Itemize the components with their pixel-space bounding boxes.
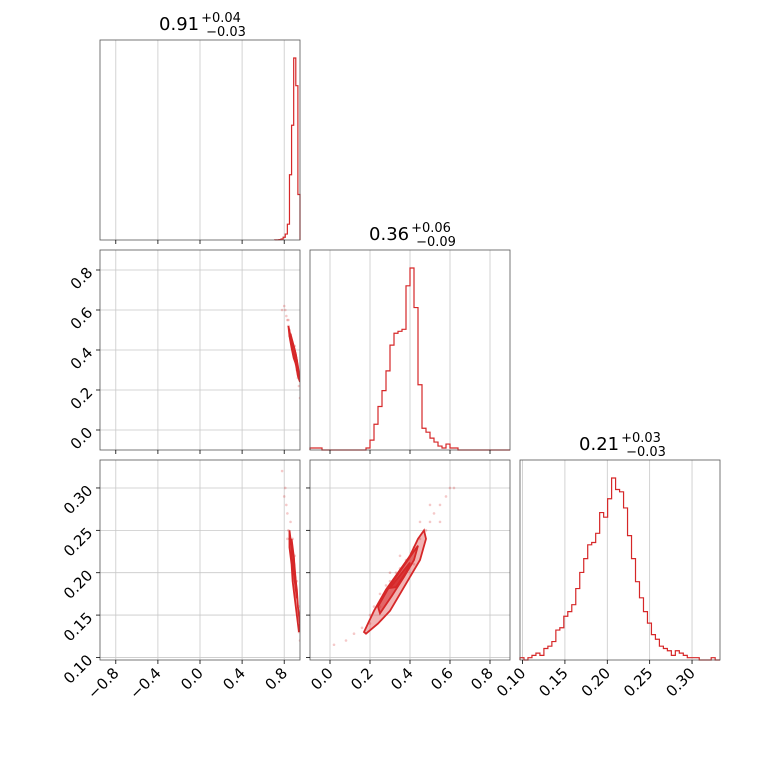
sample-point: [344, 639, 348, 642]
x-tick-label: 0.0: [307, 664, 337, 694]
sample-point: [282, 304, 286, 308]
gridlines: [100, 250, 300, 450]
panel-frame: [519, 459, 721, 661]
gridlines: [100, 460, 300, 660]
sample-point: [285, 314, 288, 318]
y-tick-label: 0.0: [67, 424, 97, 454]
title-minus: −0.03: [626, 445, 666, 460]
sample-point: [287, 318, 290, 322]
sample-point: [352, 632, 356, 636]
sample-point: [428, 503, 432, 507]
sample-point: [378, 592, 382, 596]
sample-point: [452, 486, 456, 490]
sample-point: [332, 643, 336, 647]
sample-point: [424, 529, 428, 532]
x-tick-label: 0.20: [578, 664, 614, 700]
sample-point: [428, 520, 432, 524]
y-tick-label: 0.8: [67, 264, 97, 294]
sample-point: [438, 503, 442, 507]
y-tick-label: 0.30: [60, 482, 96, 518]
sample-point: [368, 613, 372, 617]
x-tick-label: 0.8: [261, 664, 291, 694]
sample-point: [280, 308, 284, 312]
sample-point: [418, 520, 422, 524]
title-minus: −0.03: [206, 25, 246, 40]
sample-point: [398, 554, 402, 558]
sample-point: [286, 318, 289, 322]
density-contour: [289, 333, 299, 371]
title-param-0: 0.91 +0.04 −0.03: [159, 11, 246, 40]
y-tick-label: 0.4: [67, 344, 97, 374]
title-minus: −0.09: [416, 235, 456, 250]
sample-point: [432, 512, 436, 515]
sample-point: [448, 486, 452, 490]
density-contour: [290, 538, 298, 599]
title-median: 0.91: [159, 14, 199, 35]
x-tick-label: 0.8: [467, 664, 497, 694]
sample-point: [283, 308, 287, 312]
joint-panel-0-2: [280, 469, 300, 642]
title-plus: +0.04: [201, 11, 241, 26]
sample-point: [384, 584, 388, 587]
sample-point: [286, 512, 289, 515]
sample-point: [285, 503, 288, 507]
y-tick-label: 0.2: [67, 384, 97, 414]
x-tick-label: 0.6: [427, 664, 457, 694]
x-tick-label: −0.4: [126, 664, 164, 702]
x-tick-label: 0.4: [219, 664, 249, 694]
y-tick-label: 0.20: [60, 566, 96, 602]
y-tick-label: 0.6: [67, 304, 97, 334]
sample-point: [388, 571, 392, 575]
sample-point: [368, 622, 372, 625]
density-contour: [387, 561, 411, 590]
x-tick-label: 0.10: [493, 664, 529, 700]
gridlines: [522, 460, 693, 660]
title-median: 0.21: [579, 434, 619, 455]
title-param-2: 0.21 +0.03 −0.03: [579, 431, 666, 460]
sample-point: [280, 469, 284, 473]
title-param-1: 0.36 +0.06 −0.09: [369, 221, 456, 250]
sample-point: [372, 605, 376, 608]
x-tick-label: 0.4: [387, 664, 417, 694]
y-tick-label: 0.15: [60, 609, 96, 645]
y-tick-label: 0.25: [60, 524, 96, 560]
joint-panel-1-2: [332, 486, 456, 647]
x-tick-label: 0.30: [663, 664, 699, 700]
sample-point: [360, 626, 364, 630]
x-tick-label: 0.25: [620, 664, 656, 700]
title-median: 0.36: [369, 224, 409, 245]
title-plus: +0.03: [621, 431, 661, 446]
title-plus: +0.06: [411, 221, 451, 236]
sample-point: [297, 384, 300, 388]
sample-point: [289, 520, 292, 524]
sample-point: [412, 562, 416, 566]
sample-point: [283, 486, 287, 490]
sample-point: [286, 537, 289, 541]
x-tick-label: 0.0: [177, 664, 207, 694]
histogram-param-0: [274, 57, 301, 241]
histogram-param-2: [519, 477, 720, 661]
sample-point: [444, 495, 448, 498]
x-tick-label: 0.2: [347, 664, 377, 694]
gridlines: [115, 40, 285, 240]
x-tick-label: 0.15: [535, 664, 571, 700]
sample-point: [282, 495, 286, 498]
sample-point: [438, 520, 442, 524]
joint-panel-0-1: [280, 304, 300, 400]
